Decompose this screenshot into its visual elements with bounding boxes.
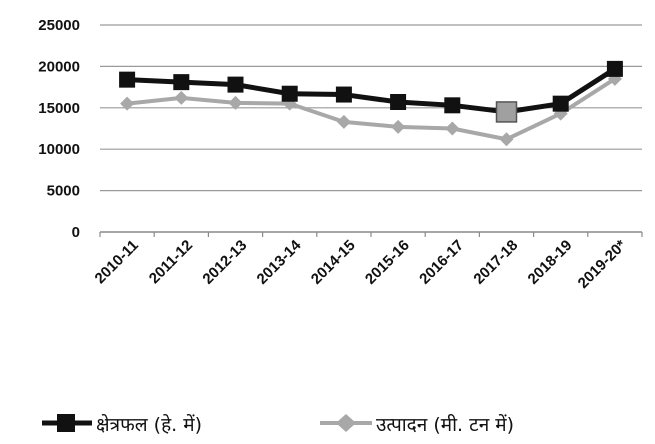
data-point-area	[335, 86, 352, 103]
y-tick-label: 20000	[38, 58, 80, 75]
data-point-area	[444, 97, 461, 114]
y-tick-label: 10000	[38, 141, 80, 158]
x-tick-label: 2014-15	[308, 237, 359, 288]
y-tick-label: 0	[72, 224, 80, 241]
axes	[99, 231, 643, 237]
data-point-production	[336, 114, 351, 129]
data-point-area	[281, 85, 298, 102]
legend-item-production: उत्पादन (मी. टन में)	[320, 413, 514, 436]
data-point-production	[445, 121, 460, 136]
x-tick-label: 2010-11	[92, 237, 142, 287]
data-point-area	[495, 101, 518, 123]
gridlines	[100, 24, 642, 192]
x-tick-label: 2011-12	[146, 237, 196, 287]
legend-marker-area	[57, 414, 75, 432]
y-tick-label: 5000	[47, 183, 80, 200]
data-point-production	[174, 90, 189, 105]
data-point-area	[606, 60, 623, 77]
legend-label-area: क्षेत्रफल (हे. में)	[96, 413, 202, 436]
legend: क्षेत्रफल (हे. में) उत्पादन (मी. टन में)	[42, 413, 514, 436]
data-point-production	[228, 95, 243, 110]
data-point-area	[390, 94, 407, 111]
data-point-area	[227, 76, 244, 93]
data-point-production	[499, 132, 514, 147]
y-axis-ticks: 0 5000 10000 15000 20000 25000	[38, 17, 80, 241]
legend-marker-production	[336, 414, 356, 432]
x-tick-label: 2016-17	[416, 237, 467, 288]
x-tick-label: 2019-20*	[575, 237, 630, 292]
data-point-area	[119, 71, 136, 88]
data-point-area	[173, 74, 190, 91]
y-tick-label: 15000	[38, 100, 80, 117]
series-markers	[119, 60, 623, 147]
x-tick-label: 2017-18	[470, 237, 521, 288]
data-point-production	[391, 119, 406, 134]
x-tick-label: 2015-16	[362, 237, 413, 288]
data-point-area	[552, 95, 569, 112]
series-line-production	[126, 77, 616, 142]
x-tick-label: 2018-19	[525, 237, 576, 288]
legend-item-area: क्षेत्रफल (हे. में)	[42, 413, 202, 436]
x-tick-label: 2013-14	[254, 236, 305, 287]
series-line-area	[126, 66, 617, 115]
x-axis-ticks: 2010-11 2011-12 2012-13 2013-14 2014-15 2015-…	[92, 236, 630, 292]
x-tick-label: 2012-13	[199, 237, 250, 288]
data-point-production	[120, 96, 135, 111]
y-tick-label: 25000	[38, 17, 80, 34]
series-lines	[126, 66, 617, 142]
legend-label-production: उत्पादन (मी. टन में)	[376, 413, 514, 436]
